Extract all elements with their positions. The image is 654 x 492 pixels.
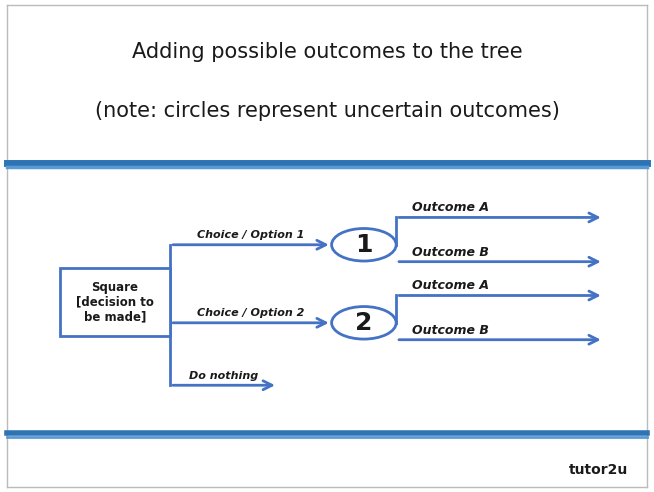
Text: tutor2u: tutor2u xyxy=(568,463,628,477)
Text: 2: 2 xyxy=(355,311,373,335)
Text: Outcome B: Outcome B xyxy=(411,324,489,337)
Text: Adding possible outcomes to the tree: Adding possible outcomes to the tree xyxy=(131,41,523,62)
FancyBboxPatch shape xyxy=(60,268,170,336)
Ellipse shape xyxy=(332,228,396,261)
Text: Choice / Option 2: Choice / Option 2 xyxy=(198,308,305,318)
Text: (note: circles represent uncertain outcomes): (note: circles represent uncertain outco… xyxy=(95,100,559,121)
Text: Outcome B: Outcome B xyxy=(411,246,489,259)
Text: Square
[decision to
be made]: Square [decision to be made] xyxy=(76,280,154,324)
Text: Do nothing: Do nothing xyxy=(190,370,258,381)
Ellipse shape xyxy=(332,307,396,339)
Text: Outcome A: Outcome A xyxy=(411,279,489,292)
Text: Outcome A: Outcome A xyxy=(411,201,489,215)
Text: Choice / Option 1: Choice / Option 1 xyxy=(198,230,305,240)
Text: 1: 1 xyxy=(355,233,373,257)
